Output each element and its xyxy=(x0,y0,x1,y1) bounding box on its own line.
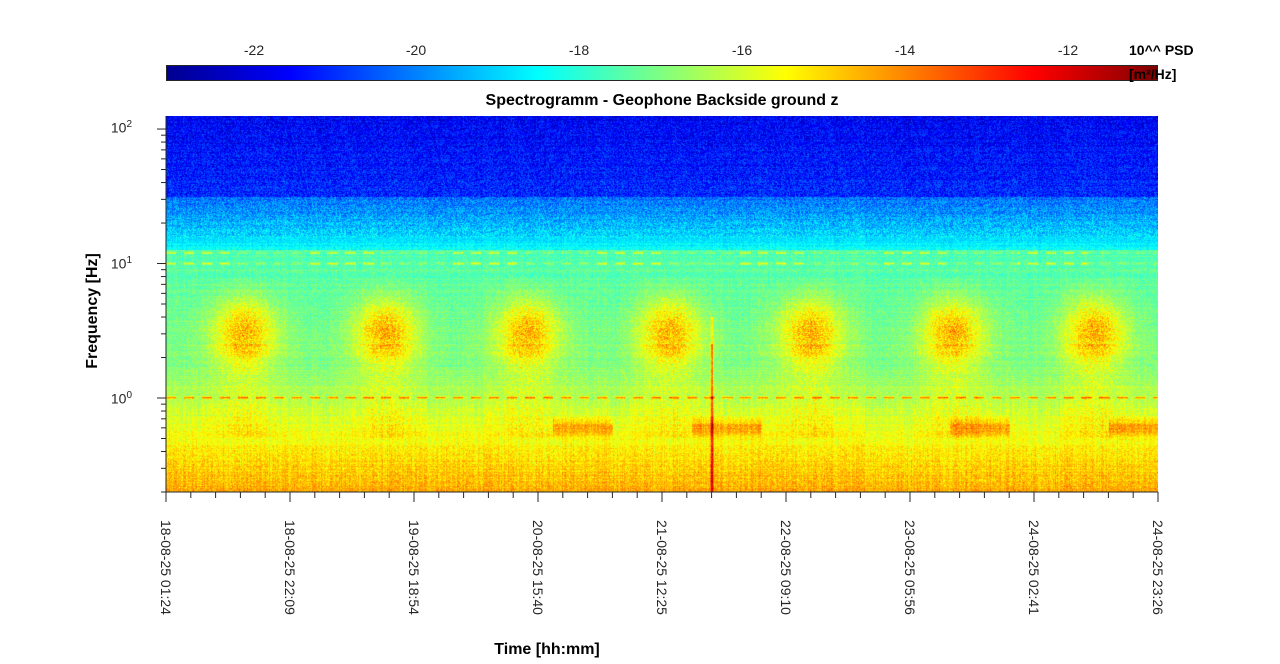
colorbar-tick-label: -22 xyxy=(243,42,265,58)
x-tick-label: 18-08-25 01:24 xyxy=(158,520,174,615)
colorbar xyxy=(166,65,1158,81)
x-tick-label: 24-08-25 23:26 xyxy=(1150,520,1166,615)
colorbar-tick-label: -14 xyxy=(894,42,916,58)
colorbar-label: 10^^ PSD xyxy=(1129,42,1194,58)
x-tick-label: 19-08-25 18:54 xyxy=(406,520,422,615)
spectrogram-plot xyxy=(166,116,1158,492)
chart-title: Spectrogramm - Geophone Backside ground … xyxy=(485,92,839,109)
y-axis-ticks xyxy=(157,128,166,493)
x-tick-label: 23-08-25 05:56 xyxy=(902,520,918,615)
x-tick-label: 24-08-25 02:41 xyxy=(1026,520,1042,615)
y-tick-label: 100 xyxy=(111,390,132,407)
y-tick-exponent: 1 xyxy=(126,255,132,266)
colorbar-tick-label: -20 xyxy=(405,42,427,58)
colorbar-tick-label: -12 xyxy=(1057,42,1079,58)
colorbar-unit: [m²/Hz] xyxy=(1129,66,1177,82)
x-tick-label: 21-08-25 12:25 xyxy=(654,520,670,615)
y-tick-base: 10 xyxy=(110,119,127,136)
y-tick-base: 10 xyxy=(110,390,127,407)
y-tick-label: 102 xyxy=(111,119,132,136)
x-tick-label: 22-08-25 09:10 xyxy=(778,520,794,615)
y-tick-exponent: 2 xyxy=(126,119,132,130)
colorbar-tick-label: -16 xyxy=(731,42,753,58)
x-axis-label: Time [hh:mm] xyxy=(494,641,600,658)
x-tick-label: 18-08-25 22:09 xyxy=(282,520,298,615)
spectrogram-heatmap xyxy=(166,116,1158,492)
y-tick-base: 10 xyxy=(110,255,127,272)
y-axis-label: Frequency [Hz] xyxy=(84,253,101,369)
y-tick-exponent: 0 xyxy=(126,390,132,401)
x-tick-label: 20-08-25 15:40 xyxy=(530,520,546,615)
x-axis-ticks xyxy=(165,492,1159,502)
y-tick-label: 101 xyxy=(111,255,132,272)
colorbar-tick-label: -18 xyxy=(568,42,590,58)
